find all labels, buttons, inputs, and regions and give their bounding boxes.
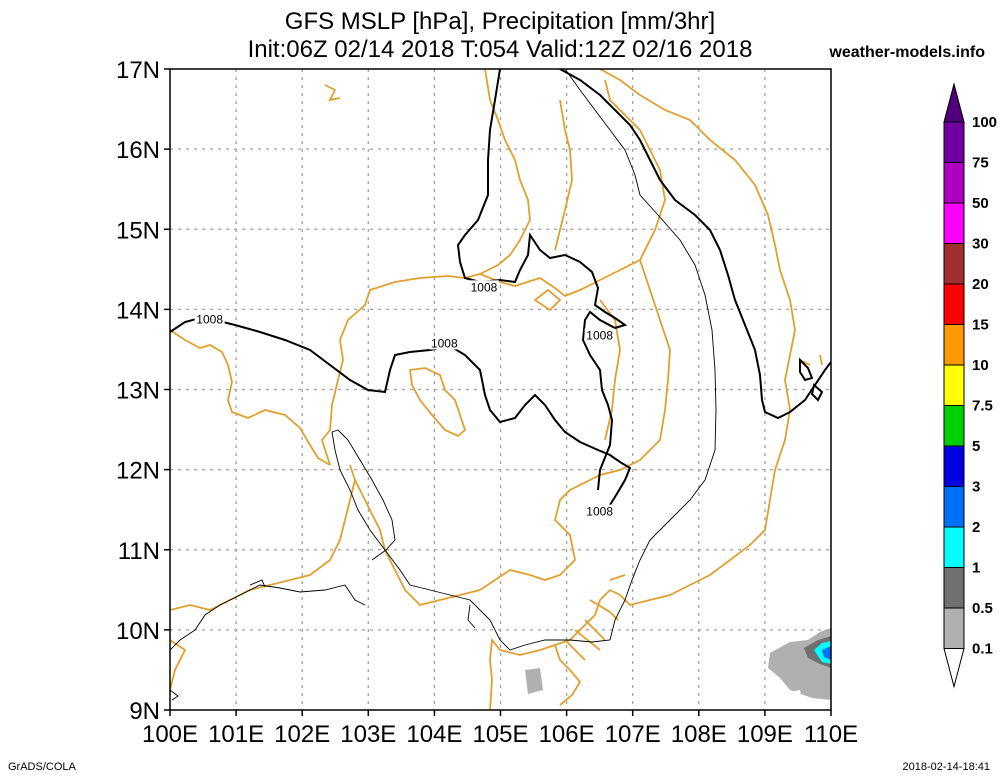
lat-tick-label: 16N [116,137,160,164]
legend-label: 1 [972,560,980,577]
legend-label: 7.5 [972,398,993,415]
isobar-label: 1008 [586,505,613,519]
legend-swatch [943,243,965,285]
coastlines-borders [170,69,823,710]
legend-swatch [943,405,965,447]
site-credit: weather-models.info [829,44,985,61]
isobar-label-bg [584,328,615,342]
legend-label: 0.1 [972,641,993,658]
legend-swatch [943,486,965,528]
isobar-label: 1008 [471,280,498,294]
isobar-label: 1008 [586,328,613,342]
legend-label: 2 [972,519,980,536]
legend-swatch [943,324,965,366]
lon-tick-label: 106E [539,721,595,748]
legend-label: 30 [972,236,989,253]
precipitation-shading [525,628,831,701]
lon-tick-label: 103E [340,721,396,748]
legend-swatch [943,202,965,244]
chart-title: GFS MSLP [hPa], Precipitation [mm/3hr] [284,8,716,35]
lon-tick-label: 108E [671,721,727,748]
legend-swatch [943,364,965,406]
legend-label: 5 [972,438,980,455]
thin-isobar [170,69,717,701]
lon-tick-label: 105E [472,721,528,748]
legend-label: 20 [972,276,989,293]
lat-lon-gridlines [170,69,831,710]
lat-tick-label: 12N [116,458,160,485]
latitude-labels: 17N 16N 15N 14N 13N 12N 11N 10N 9N [116,57,170,725]
legend-swatch [943,162,965,204]
isobar-label-bg [584,504,615,518]
isobar-label-bg [468,280,499,294]
lat-tick-label: 17N [116,57,160,84]
legend-swatch [943,607,965,649]
lat-tick-label: 13N [116,378,160,405]
legend-label: 3 [972,479,980,496]
legend-bottom-arrow [943,648,965,689]
lat-tick-label: 15N [116,217,160,244]
longitude-labels: 100E 101E 102E 103E 104E 105E 106E 107E 108E 109E… [142,710,858,748]
generation-timestamp: 2018-02-14-18:41 [902,761,990,773]
lon-tick-label: 104E [406,721,462,748]
chart-subtitle: Init:06Z 02/14 2018 T:054 Valid:12Z 02/1… [247,36,753,63]
legend-swatch [943,283,965,325]
isobar-label: 1008 [196,312,223,326]
isobar-label-bg [429,336,460,350]
legend-label: 100 [972,114,997,131]
software-credit: GrADS/COLA [8,761,76,773]
isobar-labels: 1008 1008 1008 1008 1008 [194,280,615,519]
lon-tick-label: 107E [605,721,661,748]
lon-tick-label: 102E [274,721,330,748]
isobar-label-bg [194,312,225,326]
legend-label: 15 [972,317,989,334]
lat-tick-label: 9N [129,698,160,725]
legend-swatch [943,567,965,609]
legend-label: 0.5 [972,600,993,617]
mslp-isobars [170,69,831,506]
legend-swatch [943,445,965,487]
legend-label: 75 [972,155,989,172]
lat-tick-label: 14N [116,297,160,324]
lon-tick-label: 100E [142,721,198,748]
legend-top-arrow [943,82,965,123]
legend-label: 10 [972,357,989,374]
lat-tick-label: 10N [116,618,160,645]
lon-tick-label: 110E [804,721,858,748]
lat-tick-label: 11N [118,538,160,565]
precip-color-legend: 100 75 50 30 20 15 10 7.5 5 3 2 1 0.5 0.1 [943,82,997,689]
lon-tick-label: 101E [208,721,264,748]
isobar-label: 1008 [431,336,458,350]
legend-swatch [943,526,965,568]
legend-swatch [943,121,965,163]
legend-label: 50 [972,195,989,212]
lon-tick-label: 109E [737,721,793,748]
